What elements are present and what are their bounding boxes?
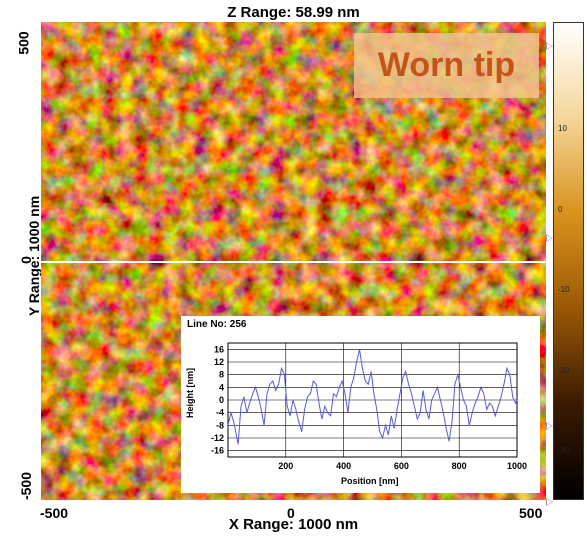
colorbar-bottom-marker-handle[interactable] [546,498,553,506]
colorbar-tick: -20 [558,366,570,375]
y-tick-label: -12 [211,433,224,443]
height-profile-line [227,349,518,445]
z-range-title: Z Range: 58.99 nm [227,4,360,21]
y-tick-mid: 0 [17,256,34,264]
x-tick-label: 600 [394,461,409,471]
y-tick-label: 12 [214,357,224,367]
y-tick-label: -16 [211,446,224,456]
y-tick-top: 500 [15,31,32,55]
x-tick-left: -500 [40,505,69,521]
y-tick-label: 16 [214,344,224,354]
line-profile-panel: Line No: 256 Height [nm] Position [nm] 1… [181,316,540,493]
line-number-label: Line No: 256 [187,319,247,330]
colorbar-tick: 0 [558,205,563,214]
z-colorbar [553,22,584,500]
worn-tip-badge: Worn tip [354,33,539,98]
y-tick-label: -8 [216,420,224,430]
y-tick-label: 4 [219,382,224,392]
line-profile-chart[interactable]: 16 12 8 4 0 -4 -8 -12 -16 200 400 600 800 1000 [181,316,540,493]
x-tick-label: 800 [452,461,467,471]
colorbar-lower-marker-handle[interactable] [546,422,553,430]
colorbar-tick: 10 [558,124,567,133]
y-tick-label: -4 [216,408,224,418]
y-tick-bottom: -500 [18,471,35,501]
x-tick-label: 1000 [507,461,527,471]
colorbar-tick: -10 [558,285,570,294]
x-tick-label: 200 [278,461,293,471]
x-tick-label: 400 [336,461,351,471]
colorbar-zero-marker-handle[interactable] [546,234,553,242]
position-axis-label: Position [nm] [341,476,399,486]
y-tick-label: 8 [219,370,224,380]
x-tick-right: 500 [519,505,543,521]
y-tick-label: 0 [219,395,224,405]
colorbar-tick: -30 [558,446,570,455]
x-tick-mid: 0 [287,505,295,521]
x-range-title: X Range: 1000 nm [228,516,359,533]
afm-height-map[interactable] [41,22,546,500]
colorbar-upper-marker-handle[interactable] [546,42,553,50]
